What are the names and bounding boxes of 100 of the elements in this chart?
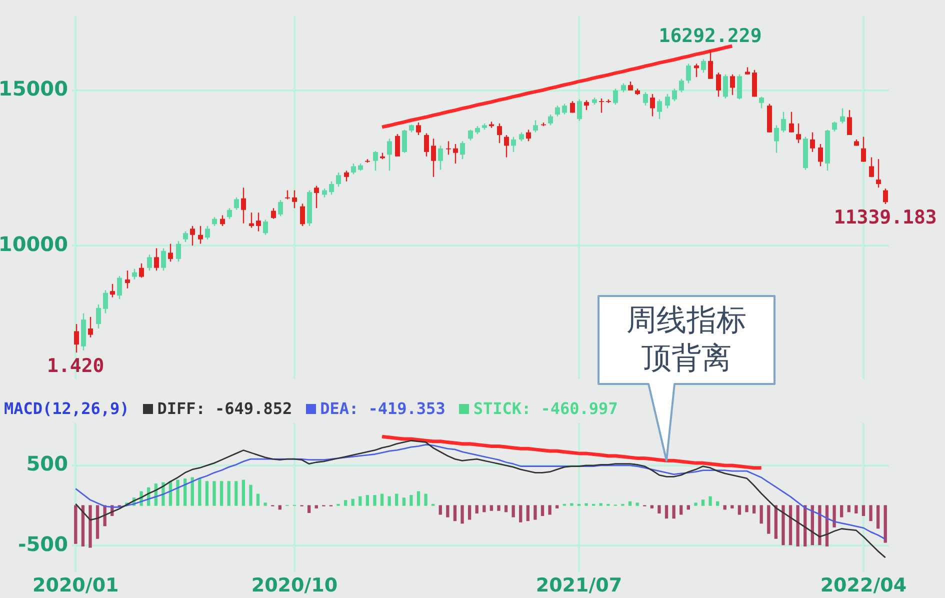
bar [416,491,420,506]
candlestick [869,156,874,178]
legend-label: DEA: -419.353 [320,399,446,418]
candlestick [351,162,356,175]
x-tick-label: 2022/04 [820,574,907,596]
candlestick [329,180,334,196]
bar [686,505,690,510]
candlestick [832,121,837,132]
candlestick [234,196,239,211]
annotation: 1.420 [47,355,104,378]
candlestick [139,262,144,278]
bar [380,494,384,506]
candlestick [737,74,742,100]
y-tick-label: -500 [18,532,68,556]
candlestick [227,208,232,220]
bar [88,505,92,548]
candlestick [292,190,297,209]
candlestick [504,134,509,158]
bar [402,498,406,506]
annotation: 11339.183 [834,206,937,228]
bar [650,505,654,508]
bar [205,481,209,506]
bar [446,505,450,518]
bar [745,505,748,512]
candlestick [861,136,866,162]
candlestick [789,111,794,133]
bar [862,505,866,516]
candlestick [161,248,166,272]
candlestick [198,225,203,244]
bar [475,505,478,514]
candlestick [577,98,582,122]
candlestick [168,243,173,262]
bar [81,505,85,546]
candlestick [584,100,589,111]
bar [636,502,639,506]
candlestick [132,268,137,280]
candlestick [110,283,115,298]
bar [884,505,887,543]
bar [519,505,522,522]
bar [183,478,187,506]
candlestick [147,254,152,272]
candlestick [314,185,319,209]
candlestick [708,50,713,80]
candlestick [701,58,706,74]
bar [497,505,500,511]
bar [876,505,880,529]
candlestick [650,93,655,117]
bar [708,496,712,506]
candlestick [300,203,305,227]
bar [344,500,348,506]
bar [730,505,734,508]
candlestick [562,103,567,116]
bar [716,501,720,506]
bar [738,505,742,515]
bar [198,478,202,506]
legend-label: DIFF: -649.852 [157,399,292,418]
bar [176,480,180,506]
bar [767,505,770,534]
bar [256,494,260,506]
candlestick [190,225,195,246]
annotation: 周线指标顶背离 [626,302,746,378]
candlestick [876,158,881,188]
bar [373,495,376,506]
candlestick [416,122,421,136]
bar [782,505,785,546]
bar [723,505,726,510]
bar [351,498,354,506]
bar [818,505,822,546]
bar [760,505,763,524]
bar [680,505,683,515]
candlestick [657,98,662,120]
candlestick [74,323,79,354]
candlestick [672,88,677,102]
candlestick [723,74,728,100]
candlestick [154,248,159,272]
bar [460,505,464,524]
bar [314,505,318,508]
bar [468,505,472,520]
bar [234,481,238,506]
bar [410,495,413,506]
candlestick [424,132,429,158]
candlestick [730,74,735,96]
candlestick [402,129,407,154]
bar [264,502,267,506]
legend-label: STICK: -460.997 [473,399,618,418]
candlestick [716,72,721,98]
bar [694,502,698,506]
bar [628,501,632,506]
x-tick-label: 2021/07 [536,574,622,596]
bar [504,505,508,512]
x-tick-label: 2020/10 [251,574,338,596]
candlestick [336,172,341,188]
bar [526,505,530,522]
candlestick [103,290,108,314]
bar [701,500,705,506]
bar [96,505,100,539]
candlestick [468,129,473,141]
bar [212,481,216,506]
candlestick [460,140,465,160]
candlestick [88,316,93,338]
